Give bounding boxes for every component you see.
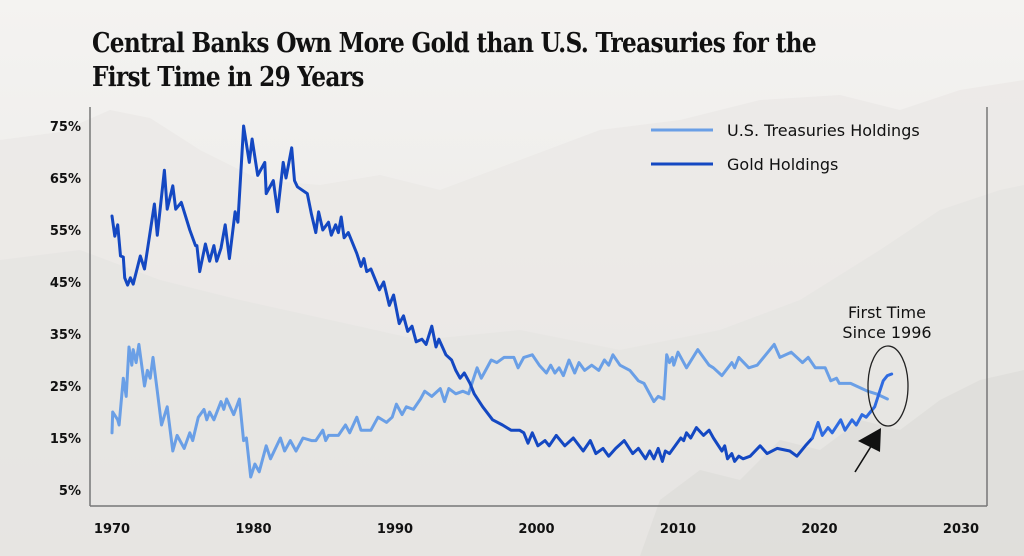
y-tick-label: 65% xyxy=(50,172,81,187)
y-tick-label: 5% xyxy=(59,484,81,499)
forest-silhouette xyxy=(640,370,1024,556)
x-tick-label: 2010 xyxy=(660,522,696,537)
axes xyxy=(89,107,988,507)
x-tick-label: 2000 xyxy=(518,522,554,537)
x-tick-label: 2030 xyxy=(943,522,979,537)
y-tick-label: 55% xyxy=(50,224,81,239)
series-line-treasuries xyxy=(110,342,889,479)
tick-labels: 5% 15% 25% 35% 45% 55% 65% 75% 1970 1980 1990 2000 2… xyxy=(50,120,979,537)
annotation-arrow-head xyxy=(858,428,881,452)
annotation-text-line-1: First Time xyxy=(848,303,926,322)
x-tick-label: 2020 xyxy=(801,522,837,537)
legend-label-gold: Gold Holdings xyxy=(727,155,838,174)
y-tick-label: 25% xyxy=(50,380,81,395)
legend: U.S. Treasuries Holdings Gold Holdings xyxy=(651,121,920,174)
annotation-text-line-2: Since 1996 xyxy=(842,323,931,342)
y-tick-label: 75% xyxy=(50,120,81,135)
annotation-ellipse xyxy=(867,345,909,427)
series-line-gold xyxy=(110,124,814,463)
x-tick-label: 1990 xyxy=(377,522,413,537)
y-tick-label: 45% xyxy=(50,276,81,291)
y-tick-label: 15% xyxy=(50,432,81,447)
legend-label-treasuries: U.S. Treasuries Holdings xyxy=(727,121,920,140)
x-tick-label: 1970 xyxy=(94,522,130,537)
annotation: First Time Since 1996 xyxy=(842,303,932,473)
series-lines xyxy=(110,124,894,479)
chart-title: Central Banks Own More Gold than U.S. Tr… xyxy=(92,28,817,93)
y-tick-label: 35% xyxy=(50,328,81,343)
x-tick-label: 1980 xyxy=(235,522,271,537)
series-line-gold-recent xyxy=(810,372,894,440)
